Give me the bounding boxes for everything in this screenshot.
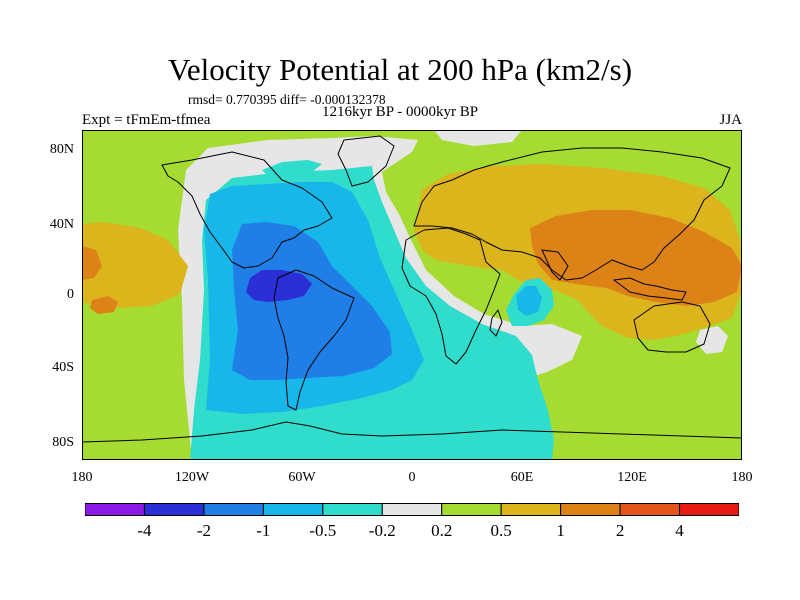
lat-label-40s: 40S [52,360,74,375]
coastline-maritime-continent [613,277,687,301]
colorbar-tick-label: 1 [556,521,565,540]
lon-label-180e: 180 [731,470,753,485]
coastline-greenland [337,135,395,187]
chart-title: Velocity Potential at 200 hPa (km2/s) [167,52,633,87]
field-band-near-zero-east [696,326,728,354]
period-line: 1216kyr BP - 0000kyr BP [321,104,479,120]
coastline-australia [633,301,711,353]
colorbar-swatch [619,503,681,516]
field-band-neg-2-1 [232,222,392,380]
colorbar-swatch [679,503,739,516]
coastline-india [541,249,569,281]
colorbar-tick-label: 0.2 [431,521,453,540]
colorbar-tick-label: -4 [137,521,152,540]
colorbar-tick-label: -2 [196,521,211,540]
colorbar-swatch [203,503,264,516]
experiment-label: Expt = tFmEm-tfmea [82,112,211,128]
season-label: JJA [719,112,742,128]
coastline-north-america [161,151,333,269]
field-band-1-2-small [90,296,118,314]
colorbar-swatch [560,503,621,516]
colorbar [85,503,739,516]
colorbar-tick-label: -1 [256,521,271,540]
lat-label-80s: 80S [52,435,74,450]
stats-line: rmsd= 0.770395 diff= -0.000132378 [188,92,386,107]
lat-label-40n: 40N [49,217,74,232]
colorbar-swatch [85,503,145,516]
colorbar-tick-label: 0.5 [490,521,512,540]
field-band-1-2 [530,210,742,306]
field-band-neg-0.5-0.2-north [262,160,322,176]
colorbar-tick-label: 4 [675,521,684,540]
coastline-eurasia [413,147,731,281]
lon-label-60e: 60E [510,470,534,485]
lon-label-120e: 120E [617,470,647,485]
lon-label-60w: 60W [288,470,316,485]
lon-label-180w: 180 [71,470,93,485]
field-band-neg-4-2 [246,270,312,302]
lat-label-eq: 0 [67,287,74,302]
lat-label-80n: 80N [49,142,74,157]
lon-label-120w: 120W [174,470,210,485]
field-band-neg-1-0.5-indian [516,286,542,316]
colorbar-swatch [143,503,205,516]
colorbar-swatch [322,503,383,516]
colorbar-tick-label: 2 [615,521,625,540]
coastline-south-america [273,269,355,411]
field-band-1-2-west [82,246,102,280]
velocity-potential-map [82,130,742,460]
field-band-1-2-east [694,246,716,264]
coastline-antarctica [82,421,742,443]
colorbar-swatch [441,503,502,516]
lon-label-0: 0 [408,470,416,485]
colorbar-tick-label: -0.2 [368,521,396,540]
field-band-0.5-1-west [82,222,188,308]
colorbar-swatch [262,503,324,516]
colorbar-tick-label: -0.5 [309,521,337,540]
coastlines [82,135,742,443]
map-border [82,130,742,460]
colorbar-swatch [500,503,562,516]
coastline-africa [401,227,501,365]
field-band-near-zero-north [434,130,522,146]
coastline-madagascar [489,309,503,337]
colorbar-swatch [381,503,443,516]
